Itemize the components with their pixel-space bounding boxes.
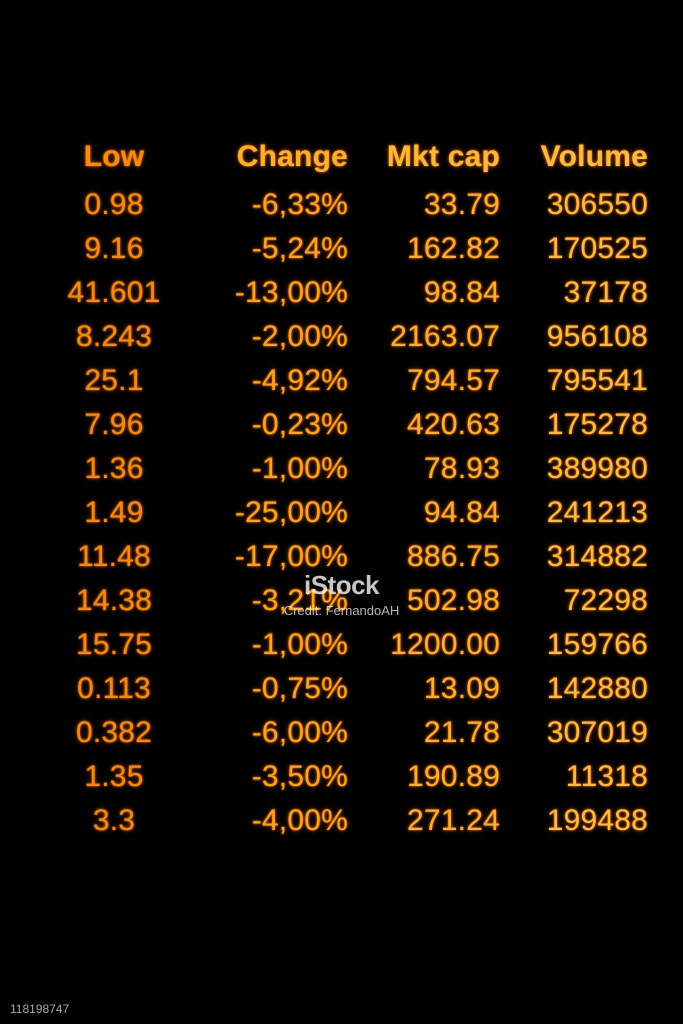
cell-volume: 389980 (500, 452, 648, 486)
cell-mktcap: 13.09 (348, 672, 500, 706)
table-row: 15.75-1,00%1200.00159766 (48, 628, 655, 672)
table-header-row: Low Change Mkt cap Volume (48, 140, 655, 188)
cell-mktcap: 794.57 (348, 364, 500, 398)
cell-change: -6,33% (180, 188, 348, 222)
cell-mktcap: 886.75 (348, 540, 500, 574)
cell-mktcap: 2163.07 (348, 320, 500, 354)
cell-volume: 306550 (500, 188, 648, 222)
cell-mktcap: 420.63 (348, 408, 500, 442)
cell-volume: 795541 (500, 364, 648, 398)
table-row: 3.3-4,00%271.24199488 (48, 804, 655, 848)
cell-mktcap: 502.98 (348, 584, 500, 618)
cell-volume: 956108 (500, 320, 648, 354)
cell-change: -1,00% (180, 628, 348, 662)
cell-volume: 142880 (500, 672, 648, 706)
col-header-low: Low (48, 140, 180, 174)
cell-change: -5,24% (180, 232, 348, 266)
cell-change: -3,21% (180, 584, 348, 618)
cell-low: 14.38 (48, 584, 180, 618)
cell-mktcap: 271.24 (348, 804, 500, 838)
cell-volume: 159766 (500, 628, 648, 662)
cell-volume: 37178 (500, 276, 648, 310)
cell-volume: 170525 (500, 232, 648, 266)
cell-low: 11.48 (48, 540, 180, 574)
cell-mktcap: 33.79 (348, 188, 500, 222)
cell-low: 1.35 (48, 760, 180, 794)
cell-change: -13,00% (180, 276, 348, 310)
cell-low: 0.98 (48, 188, 180, 222)
cell-mktcap: 98.84 (348, 276, 500, 310)
cell-mktcap: 1200.00 (348, 628, 500, 662)
cell-low: 1.36 (48, 452, 180, 486)
cell-change: -4,00% (180, 804, 348, 838)
cell-low: 7.96 (48, 408, 180, 442)
cell-change: -17,00% (180, 540, 348, 574)
cell-change: -3,50% (180, 760, 348, 794)
col-header-volume: Volume (500, 140, 648, 174)
cell-low: 15.75 (48, 628, 180, 662)
cell-low: 41.601 (48, 276, 180, 310)
cell-low: 3.3 (48, 804, 180, 838)
cell-volume: 241213 (500, 496, 648, 530)
col-header-change: Change (180, 140, 348, 174)
cell-mktcap: 21.78 (348, 716, 500, 750)
cell-mktcap: 190.89 (348, 760, 500, 794)
cell-mktcap: 78.93 (348, 452, 500, 486)
table-body: 0.98-6,33%33.793065509.16-5,24%162.82170… (48, 188, 655, 848)
cell-mktcap: 162.82 (348, 232, 500, 266)
table-row: 25.1-4,92%794.57795541 (48, 364, 655, 408)
cell-change: -25,00% (180, 496, 348, 530)
table-row: 14.38-3,21%502.9872298 (48, 584, 655, 628)
table-row: 1.49-25,00%94.84241213 (48, 496, 655, 540)
cell-change: -6,00% (180, 716, 348, 750)
cell-change: -2,00% (180, 320, 348, 354)
table-row: 1.36-1,00%78.93389980 (48, 452, 655, 496)
cell-mktcap: 94.84 (348, 496, 500, 530)
cell-change: -4,92% (180, 364, 348, 398)
cell-low: 0.382 (48, 716, 180, 750)
table-row: 0.382-6,00%21.78307019 (48, 716, 655, 760)
cell-low: 9.16 (48, 232, 180, 266)
cell-change: -1,00% (180, 452, 348, 486)
cell-volume: 72298 (500, 584, 648, 618)
table-row: 7.96-0,23%420.63175278 (48, 408, 655, 452)
cell-low: 25.1 (48, 364, 180, 398)
cell-low: 8.243 (48, 320, 180, 354)
cell-low: 0.113 (48, 672, 180, 706)
cell-change: -0,75% (180, 672, 348, 706)
table-row: 9.16-5,24%162.82170525 (48, 232, 655, 276)
table-row: 1.35-3,50%190.8911318 (48, 760, 655, 804)
cell-change: -0,23% (180, 408, 348, 442)
cell-volume: 199488 (500, 804, 648, 838)
cell-volume: 175278 (500, 408, 648, 442)
cell-volume: 307019 (500, 716, 648, 750)
watermark-image-id: 118198747 (10, 1002, 69, 1016)
table-row: 0.113-0,75%13.09142880 (48, 672, 655, 716)
col-header-mktcap: Mkt cap (348, 140, 500, 174)
table-row: 0.98-6,33%33.79306550 (48, 188, 655, 232)
table-row: 8.243-2,00%2163.07956108 (48, 320, 655, 364)
table-row: 11.48-17,00%886.75314882 (48, 540, 655, 584)
table-row: 41.601-13,00%98.8437178 (48, 276, 655, 320)
cell-volume: 11318 (500, 760, 648, 794)
stock-board: Low Change Mkt cap Volume 0.98-6,33%33.7… (48, 140, 655, 848)
cell-low: 1.49 (48, 496, 180, 530)
cell-volume: 314882 (500, 540, 648, 574)
